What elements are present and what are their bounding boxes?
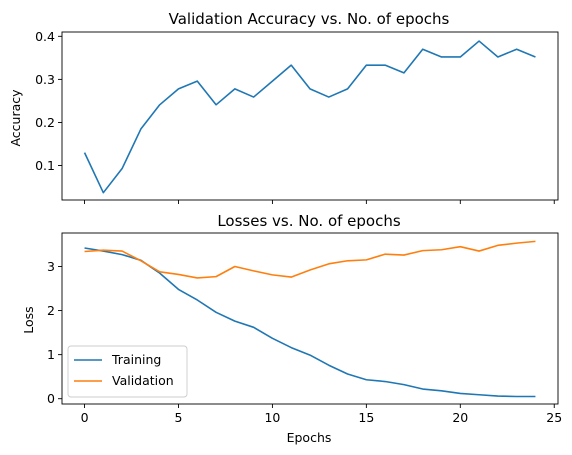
series-line-accuracy	[85, 41, 536, 193]
accuracy-lines	[85, 41, 536, 193]
accuracy-panel: Validation Accuracy vs. No. of epochs Ac…	[8, 10, 558, 204]
loss-y-tick-label: 2	[47, 303, 55, 318]
loss-x-axis-label: Epochs	[287, 430, 332, 445]
loss-panel: Losses vs. No. of epochs Loss Epochs 0 5 1…	[21, 212, 562, 445]
accuracy-y-axis-label: Accuracy	[8, 89, 23, 147]
accuracy-tick-group: 0.1 0.2 0.3 0.4	[35, 29, 554, 204]
loss-x-tick-label: 5	[175, 410, 183, 425]
loss-x-tick-label: 10	[264, 410, 280, 425]
accuracy-y-tick-label: 0.3	[35, 72, 55, 87]
loss-chart-title: Losses vs. No. of epochs	[217, 212, 401, 230]
accuracy-y-tick-label: 0.4	[35, 29, 55, 44]
legend-label-validation: Validation	[112, 373, 174, 388]
loss-x-tick-label: 15	[358, 410, 374, 425]
accuracy-y-tick-label: 0.1	[35, 158, 55, 173]
loss-y-axis-label: Loss	[21, 306, 36, 333]
loss-y-tick-label: 3	[47, 259, 55, 274]
loss-tick-group: 0 5 10 15 20 25 0 1 2 3	[47, 259, 562, 425]
loss-x-tick-label: 0	[81, 410, 89, 425]
series-line-validation	[85, 241, 536, 278]
accuracy-y-tick-label: 0.2	[35, 115, 55, 130]
legend-label-training: Training	[111, 352, 161, 367]
loss-y-tick-label: 0	[47, 391, 55, 406]
loss-x-tick-label: 20	[452, 410, 468, 425]
loss-legend: Training Validation	[68, 346, 187, 397]
loss-x-tick-label: 25	[546, 410, 562, 425]
accuracy-plot-frame	[62, 32, 558, 200]
loss-y-tick-label: 1	[47, 347, 55, 362]
accuracy-chart-title: Validation Accuracy vs. No. of epochs	[169, 10, 450, 28]
